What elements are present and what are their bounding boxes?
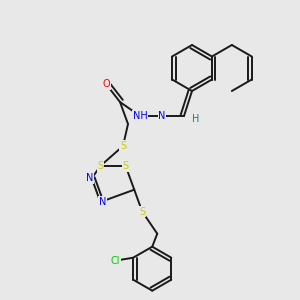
Text: Cl: Cl [110,256,120,266]
Text: N: N [158,111,166,121]
Text: N: N [86,173,93,183]
Text: NH: NH [133,111,147,121]
Text: S: S [139,207,145,217]
Text: O: O [102,79,110,89]
Text: S: S [97,161,103,171]
Text: S: S [120,141,126,151]
Text: H: H [192,114,200,124]
Text: N: N [99,197,106,207]
Text: S: S [123,161,129,171]
